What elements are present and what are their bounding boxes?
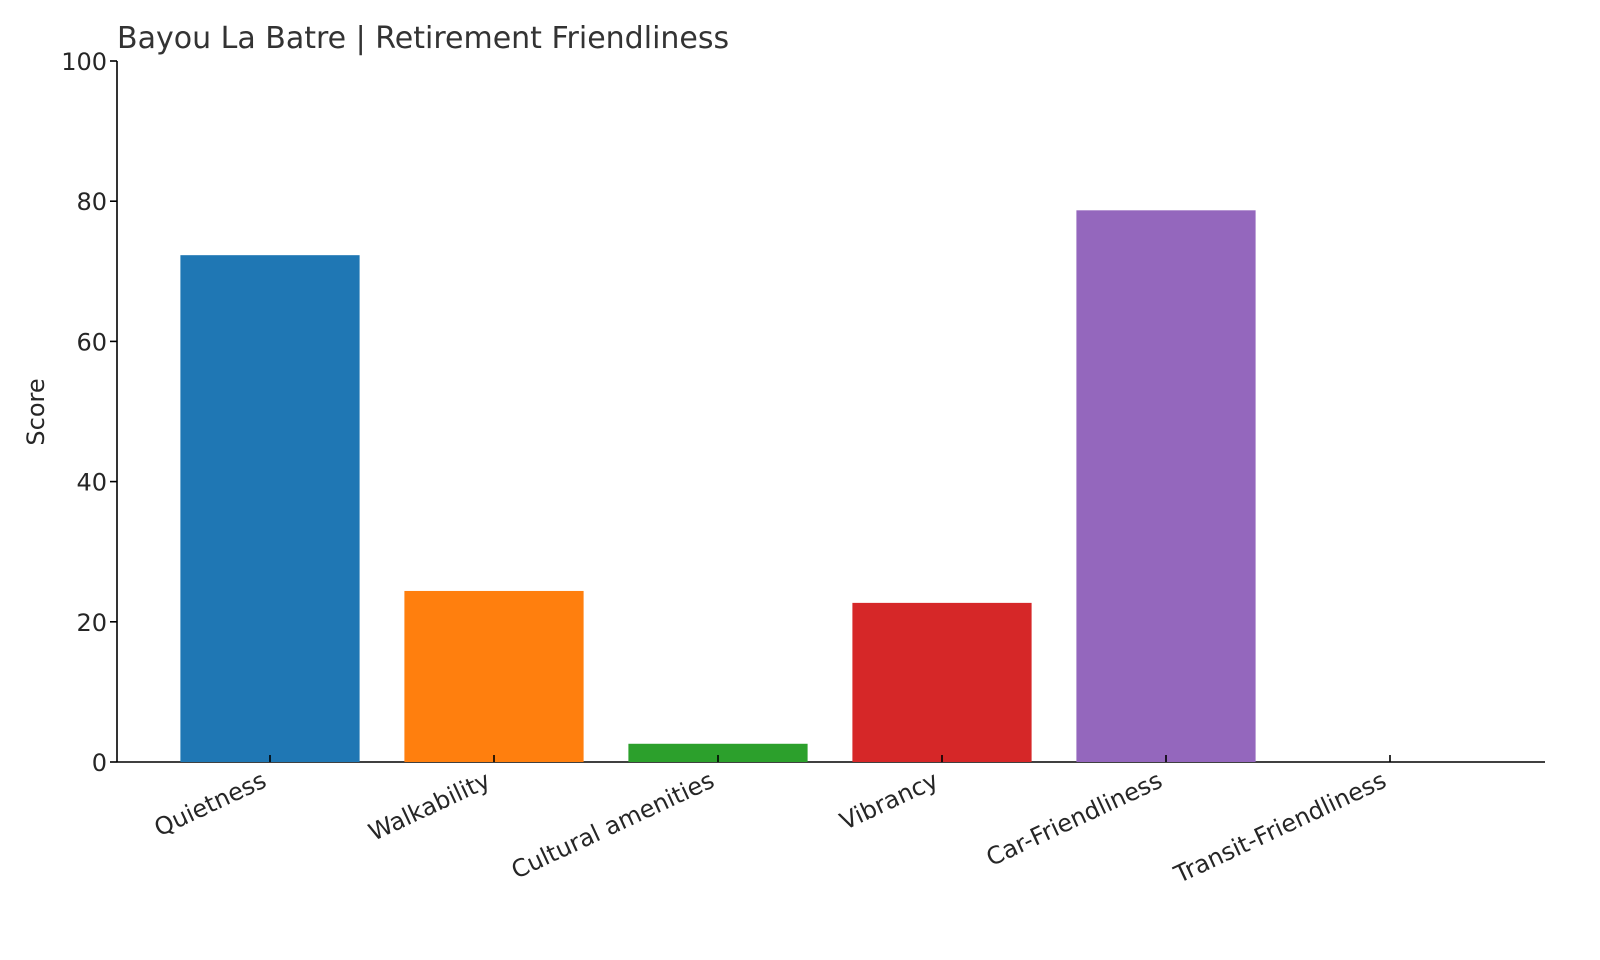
y-tick-label: 100 bbox=[61, 48, 107, 76]
bar bbox=[628, 743, 808, 762]
y-axis-label: Score bbox=[22, 378, 50, 445]
y-tick-label: 60 bbox=[76, 328, 107, 356]
y-tick-label: 20 bbox=[76, 609, 107, 637]
x-tick-label: Transit-Friendliness bbox=[1169, 766, 1390, 889]
x-tick-label: Quietness bbox=[150, 766, 271, 842]
bar bbox=[180, 255, 360, 762]
x-tick-label: Vibrancy bbox=[836, 766, 943, 836]
y-tick-label: 80 bbox=[76, 188, 107, 216]
chart-title: Bayou La Batre | Retirement Friendliness bbox=[117, 21, 729, 56]
bar bbox=[852, 602, 1032, 762]
x-tick-label: Car-Friendliness bbox=[982, 766, 1167, 872]
bar bbox=[1076, 210, 1256, 763]
y-tick-label: 40 bbox=[76, 469, 107, 497]
x-tick-label: Cultural amenities bbox=[507, 766, 718, 884]
y-tick-label: 0 bbox=[92, 749, 107, 777]
x-tick-label: Walkability bbox=[364, 766, 494, 847]
bar bbox=[404, 590, 584, 762]
